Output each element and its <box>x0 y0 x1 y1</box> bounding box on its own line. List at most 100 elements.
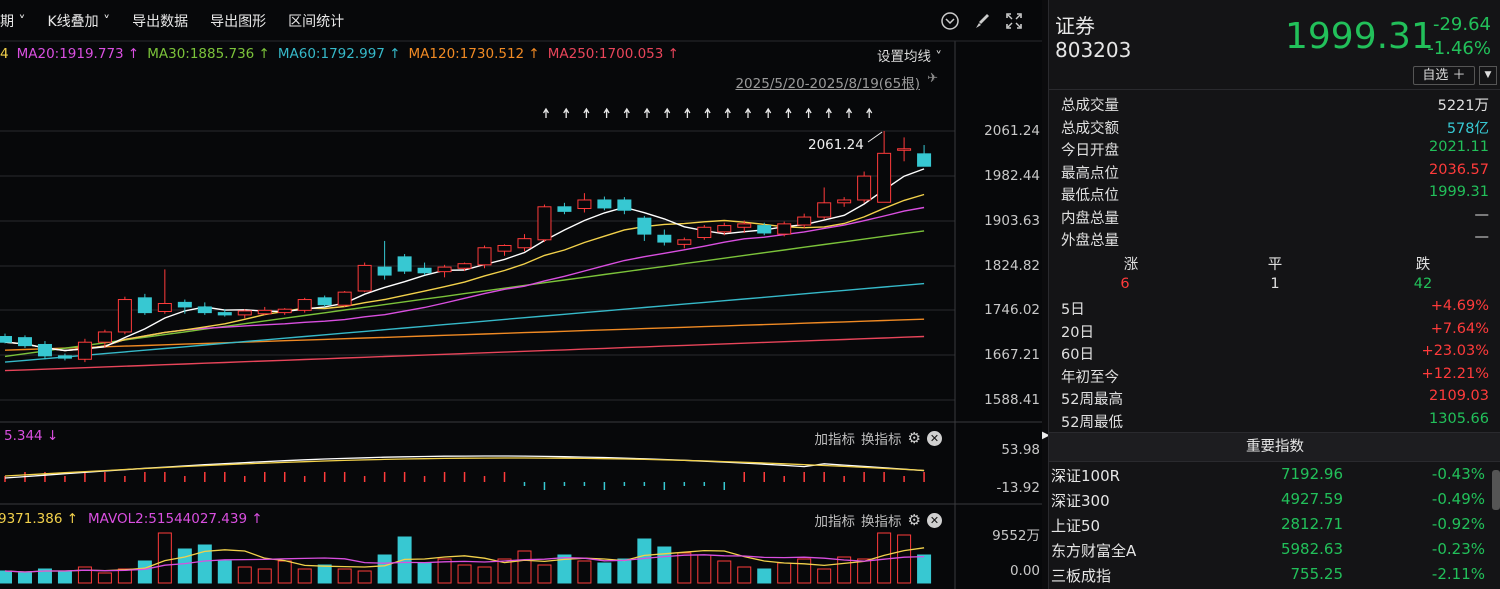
candle-body <box>157 303 172 312</box>
collapse-panel-handle[interactable]: ▶ <box>1042 430 1050 441</box>
candle-body <box>397 256 412 272</box>
candle-body <box>197 306 212 314</box>
candle-body <box>757 225 772 234</box>
ma60-value: MA60:1792.997 ↑ <box>277 46 401 62</box>
swap-indicator-button[interactable]: 换指标 <box>861 432 902 448</box>
side-scrollbar[interactable] <box>1492 470 1500 510</box>
index-price: 755.25 <box>1290 565 1344 583</box>
chevron-circle-icon[interactable] <box>940 11 960 31</box>
index-row[interactable]: 东方财富全A 5982.63 -0.23% <box>1049 540 1500 565</box>
candle-body <box>277 308 292 314</box>
signal-marker <box>623 107 630 118</box>
candle-body <box>457 263 472 269</box>
index-row[interactable]: 深证100R 7192.96 -0.43% <box>1049 465 1500 490</box>
volume-bar <box>897 534 912 584</box>
candle-body <box>217 312 232 316</box>
price-change-percent: -1.46% <box>1427 38 1491 59</box>
gear-icon[interactable]: ⚙ <box>907 429 921 447</box>
y-tick-label: 1588.41 <box>984 392 1040 408</box>
stat-label: 总成交额 <box>1061 120 1119 137</box>
volume-bar <box>817 568 832 584</box>
ma20-value: MA20:1919.773 ↑ <box>16 46 140 62</box>
range-stats-button[interactable]: 区间统计 <box>288 13 345 30</box>
high-marker-label: 2061.24 <box>808 137 864 153</box>
volume-tick-high: 9552万 <box>992 528 1040 544</box>
stat-value: 2036.57 <box>1429 161 1489 178</box>
period-dropdown[interactable]: 周期 ˅ <box>0 13 26 30</box>
candle-body <box>317 297 332 306</box>
signal-marker <box>765 107 772 118</box>
volume-bar <box>377 554 392 584</box>
fullscreen-icon[interactable] <box>1004 11 1024 31</box>
candle-body <box>177 301 192 308</box>
y-tick-label: 1982.44 <box>984 168 1040 184</box>
volume-bar <box>317 564 332 584</box>
kline-overlay-dropdown[interactable]: K线叠加 ˅ <box>47 13 111 30</box>
volume-bar <box>257 568 272 584</box>
stat-label: 内盘总量 <box>1061 210 1119 227</box>
signal-marker <box>583 107 590 118</box>
signal-marker <box>643 107 651 118</box>
pin-icon[interactable]: ✈ <box>927 71 938 86</box>
chevron-down-icon[interactable]: ▼ <box>1479 66 1497 85</box>
candle-body <box>417 267 432 274</box>
period-label: 52周最高 <box>1061 392 1123 408</box>
volume-bar <box>617 558 632 584</box>
kline-chart-area[interactable]: 周期 ˅ K线叠加 ˅ 导出数据 导出图形 区间统计 4 MA20:1919.7… <box>0 0 1042 589</box>
candle-body <box>257 309 272 315</box>
index-change: -0.43% <box>1431 465 1485 483</box>
index-price: 2812.71 <box>1280 515 1343 533</box>
index-row[interactable]: 上证50 2812.71 -0.92% <box>1049 515 1500 540</box>
ma-settings-dropdown[interactable]: 设置均线 ˅ <box>876 49 942 65</box>
close-icon[interactable]: ✕ <box>927 430 942 446</box>
volume-mavol1-value: 9371.386 ↑ <box>0 511 79 527</box>
candle-body <box>877 152 892 203</box>
volume-bar <box>57 570 72 584</box>
index-row[interactable]: 三板成指 755.25 -2.11% <box>1049 565 1500 589</box>
quote-header: 证券 803203 1999.31 -29.64 -1.46% 自选 ＋ ▼ <box>1049 0 1500 90</box>
date-range-label[interactable]: 2025/5/20-2025/8/19(65根) <box>735 76 920 92</box>
candle-body <box>517 238 532 249</box>
period-label: 20日 <box>1061 324 1094 341</box>
period-row: 52周最低 1305.66 <box>1061 411 1489 433</box>
volume-bar <box>97 572 112 584</box>
candle-body <box>537 206 552 241</box>
candle-body <box>677 239 692 245</box>
stat-row: 最低点位 1999.31 <box>1061 184 1489 206</box>
add-indicator-button-2[interactable]: 加指标 <box>814 514 856 530</box>
signal-marker <box>785 107 792 118</box>
gear-icon-2[interactable]: ⚙ <box>907 511 921 529</box>
volume-bar <box>337 568 352 584</box>
close-icon-2[interactable]: ✕ <box>927 512 942 528</box>
add-indicator-button[interactable]: 加指标 <box>814 432 856 448</box>
index-price: 5982.63 <box>1280 540 1343 558</box>
index-row[interactable]: 深证300 4927.59 -0.49% <box>1049 490 1500 515</box>
security-code: 803203 <box>1055 38 1132 62</box>
candle-body <box>357 264 372 292</box>
volume-bar <box>597 562 612 584</box>
candle-body <box>497 244 512 252</box>
brush-icon[interactable] <box>972 11 992 31</box>
breadth-down-count: 42 <box>1413 276 1433 292</box>
ma250-value: MA250:1700.053 ↑ <box>547 46 679 62</box>
volume-bar <box>17 572 32 584</box>
kline-chart-canvas[interactable] <box>0 0 1042 589</box>
signal-marker <box>664 107 671 118</box>
stat-value: 2021.11 <box>1429 139 1489 155</box>
volume-bar <box>277 560 292 584</box>
y-tick-label: 1667.21 <box>984 347 1040 363</box>
period-value: +12.21% <box>1421 365 1489 382</box>
volume-bar <box>797 558 812 584</box>
indicator-tick-high: 53.98 <box>1001 442 1040 458</box>
export-chart-button[interactable]: 导出图形 <box>210 13 267 30</box>
swap-indicator-button-2[interactable]: 换指标 <box>861 514 902 530</box>
stat-row: 最高点位 2036.57 <box>1061 162 1489 184</box>
candle-body <box>737 223 752 228</box>
export-data-button[interactable]: 导出数据 <box>132 13 189 30</box>
add-watchlist-button[interactable]: 自选 ＋ <box>1413 66 1475 85</box>
stat-value: 1999.31 <box>1429 184 1489 200</box>
volume-bar <box>417 562 432 584</box>
signal-marker <box>866 107 873 118</box>
index-name: 深证100R <box>1051 467 1121 485</box>
y-tick-label: 2061.24 <box>984 123 1040 139</box>
